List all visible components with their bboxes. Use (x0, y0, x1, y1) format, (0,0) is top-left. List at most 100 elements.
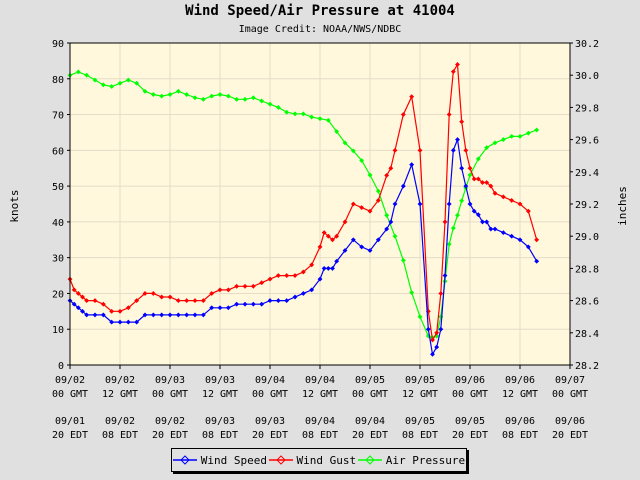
point-wind-speed (484, 219, 490, 225)
x-tick-label-gmt-date: 09/03 (205, 375, 235, 386)
point-wind-gust (209, 291, 215, 296)
x-tick-label-gmt-time: 12 GMT (502, 389, 538, 400)
point-wind-gust (488, 183, 494, 189)
point-wind-speed (384, 226, 390, 232)
point-wind-speed (467, 201, 473, 207)
point-air-pressure (450, 225, 456, 231)
legend-label-air-pressure: Air Pressure (385, 453, 466, 467)
point-wind-gust (175, 298, 181, 304)
point-wind-gust (225, 287, 231, 293)
x-tick-label-gmt-date: 09/04 (305, 375, 335, 386)
point-wind-speed (488, 226, 494, 232)
point-wind-gust (284, 273, 290, 278)
point-wind-gust (80, 294, 85, 300)
point-wind-gust (450, 69, 456, 75)
x-tick-label-edt-date: 09/01 (55, 416, 85, 427)
point-wind-speed (80, 308, 85, 314)
point-wind-gust (359, 205, 365, 211)
point-air-pressure (409, 290, 415, 295)
x-tick-label-gmt-date: 09/02 (55, 375, 85, 386)
x-tick-label-gmt-date: 09/07 (555, 375, 585, 386)
point-wind-gust (117, 308, 123, 314)
point-air-pressure (455, 212, 460, 218)
y-tick-left: 0 (58, 361, 64, 372)
point-air-pressure (75, 69, 81, 75)
point-wind-speed (446, 201, 452, 207)
y-tick-left: 80 (52, 75, 64, 86)
point-wind-gust (438, 291, 444, 296)
point-air-pressure (259, 98, 265, 104)
point-wind-gust (192, 298, 198, 304)
point-wind-speed (175, 312, 181, 318)
point-air-pressure (492, 140, 498, 146)
y-tick-right: 28.8 (575, 264, 599, 275)
point-wind-gust (71, 287, 77, 293)
point-wind-gust (455, 62, 460, 67)
point-wind-gust (384, 172, 390, 178)
point-wind-speed (375, 237, 381, 243)
point-wind-speed (300, 291, 306, 296)
point-air-pressure (309, 114, 315, 120)
point-wind-gust (367, 208, 373, 214)
point-wind-speed (430, 351, 435, 357)
point-air-pressure (400, 257, 406, 263)
point-wind-gust (250, 283, 256, 289)
point-wind-speed (334, 258, 340, 264)
point-wind-speed (267, 298, 273, 304)
point-wind-speed (442, 273, 448, 278)
point-air-pressure (367, 172, 373, 178)
x-tick-label-edt-time: 08 EDT (402, 430, 438, 441)
x-tick-label-gmt-time: 00 GMT (252, 389, 288, 400)
point-wind-speed (509, 233, 515, 239)
point-wind-speed (400, 183, 406, 189)
point-air-pressure (150, 92, 156, 97)
point-wind-gust (300, 269, 306, 275)
point-air-pressure (446, 241, 452, 247)
x-tick-label-gmt-time: 00 GMT (352, 389, 388, 400)
point-wind-speed (434, 344, 440, 350)
point-wind-gust (142, 291, 148, 296)
point-air-pressure (250, 95, 256, 101)
point-wind-gust (92, 298, 98, 304)
point-air-pressure (284, 109, 290, 115)
point-wind-speed (492, 226, 498, 232)
x-tick-label-edt-time: 20 EDT (352, 430, 388, 441)
point-wind-gust (234, 283, 240, 289)
legend-item-air-pressure: Air Pressure (357, 453, 466, 467)
y-axis-right-title: inches (616, 186, 629, 226)
point-wind-gust (109, 308, 115, 314)
point-wind-speed (184, 312, 190, 318)
point-wind-speed (125, 319, 131, 325)
point-air-pressure (359, 158, 365, 163)
point-wind-gust (509, 197, 515, 203)
point-wind-gust (463, 147, 469, 153)
x-tick-label-edt-date: 09/05 (455, 416, 485, 427)
y-tick-right: 29.6 (575, 136, 599, 147)
point-wind-speed (517, 237, 523, 243)
point-wind-gust (517, 201, 523, 207)
point-wind-gust (167, 294, 173, 300)
x-tick-label-gmt-time: 12 GMT (202, 389, 238, 400)
point-wind-speed (325, 265, 331, 271)
point-air-pressure (92, 77, 98, 83)
x-tick-label-gmt-time: 00 GMT (552, 389, 588, 400)
point-wind-speed (392, 201, 398, 207)
y-tick-left: 90 (52, 39, 64, 50)
x-tick-label-gmt-date: 09/03 (155, 375, 185, 386)
x-tick-label-edt-date: 09/02 (155, 416, 185, 427)
point-wind-speed (225, 305, 231, 311)
y-tick-right: 29.0 (575, 232, 599, 243)
point-wind-speed (342, 248, 348, 253)
point-wind-speed (359, 244, 365, 250)
point-wind-speed (292, 294, 298, 300)
point-air-pressure (84, 72, 90, 78)
wind-speed-swatch (172, 455, 197, 465)
point-air-pressure (459, 198, 465, 204)
point-air-pressure (109, 84, 115, 89)
point-wind-gust (309, 262, 315, 268)
point-air-pressure (300, 111, 306, 117)
point-air-pressure (242, 96, 248, 102)
x-tick-label-edt-date: 09/04 (305, 416, 335, 427)
y-tick-left: 50 (52, 182, 64, 193)
point-wind-gust (317, 244, 323, 250)
